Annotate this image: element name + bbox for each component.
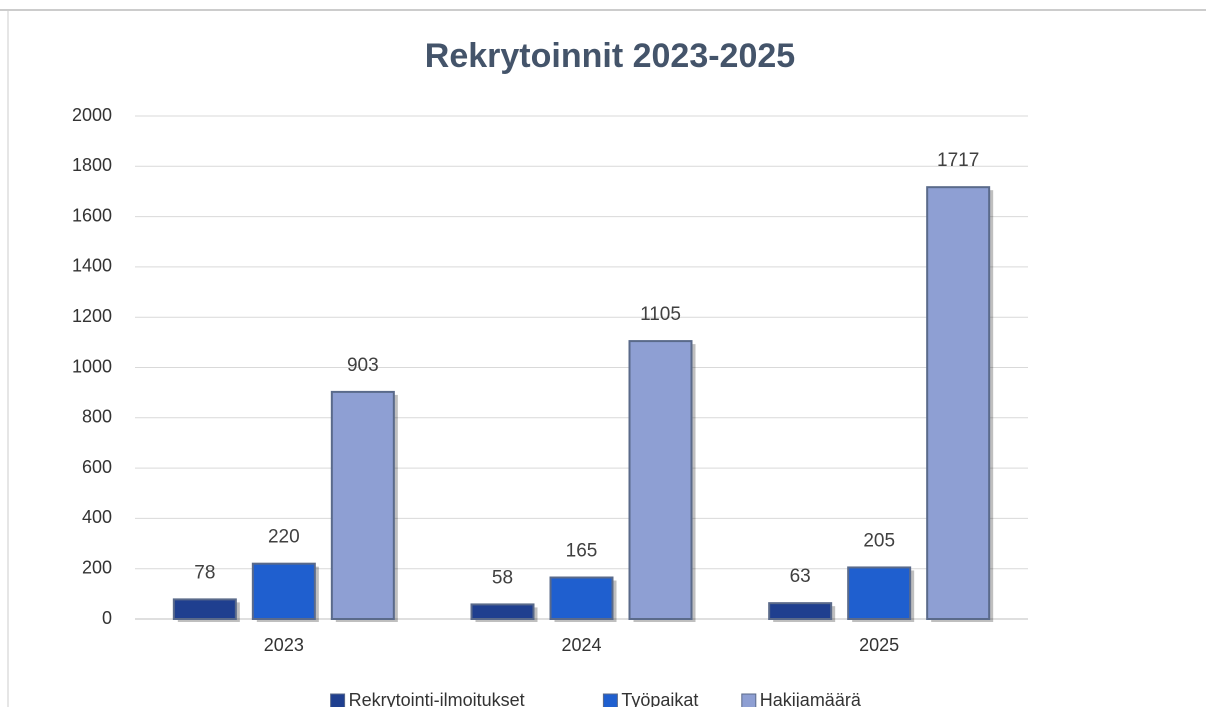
legend-swatch (602, 693, 618, 707)
y-tick-label: 0 (102, 608, 112, 628)
data-label: 78 (194, 562, 215, 583)
bar (172, 598, 237, 620)
data-label: 1105 (640, 304, 681, 325)
bar (251, 562, 316, 620)
y-tick-label: 600 (82, 457, 112, 477)
y-tick-label: 200 (82, 557, 112, 577)
legend-swatch (741, 693, 757, 707)
data-label: 1717 (937, 150, 979, 171)
bar (549, 576, 614, 621)
y-tick-label: 800 (82, 407, 112, 427)
legend-label: Työpaikat (621, 690, 698, 707)
data-label: 903 (347, 355, 379, 376)
bar (926, 186, 991, 620)
legend-label: Hakijamäärä (760, 690, 862, 707)
bar (330, 390, 395, 621)
bar (470, 603, 535, 621)
data-label: 220 (268, 527, 300, 548)
bar (768, 602, 833, 621)
y-tick-label: 1800 (72, 155, 112, 175)
y-tick-label: 1600 (72, 205, 112, 225)
y-tick-label: 1400 (72, 256, 112, 276)
data-label: 58 (492, 567, 513, 588)
data-label: 63 (790, 566, 811, 587)
data-label: 165 (566, 541, 598, 562)
x-tick-label: 2023 (264, 635, 304, 655)
x-tick-label: 2024 (561, 635, 601, 655)
y-tick-label: 1200 (72, 306, 112, 326)
legend-swatch (330, 693, 346, 707)
y-tick-label: 2000 (72, 105, 112, 125)
bar (847, 566, 912, 621)
y-tick-label: 400 (82, 507, 112, 527)
bar (628, 340, 693, 620)
x-tick-label: 2025 (859, 635, 899, 655)
data-label: 205 (863, 530, 895, 551)
y-tick-label: 1000 (72, 356, 112, 376)
legend-label: Rekrytointi-ilmoitukset (349, 690, 525, 707)
chart-title: Rekrytoinnit 2023-2025 (425, 37, 795, 75)
